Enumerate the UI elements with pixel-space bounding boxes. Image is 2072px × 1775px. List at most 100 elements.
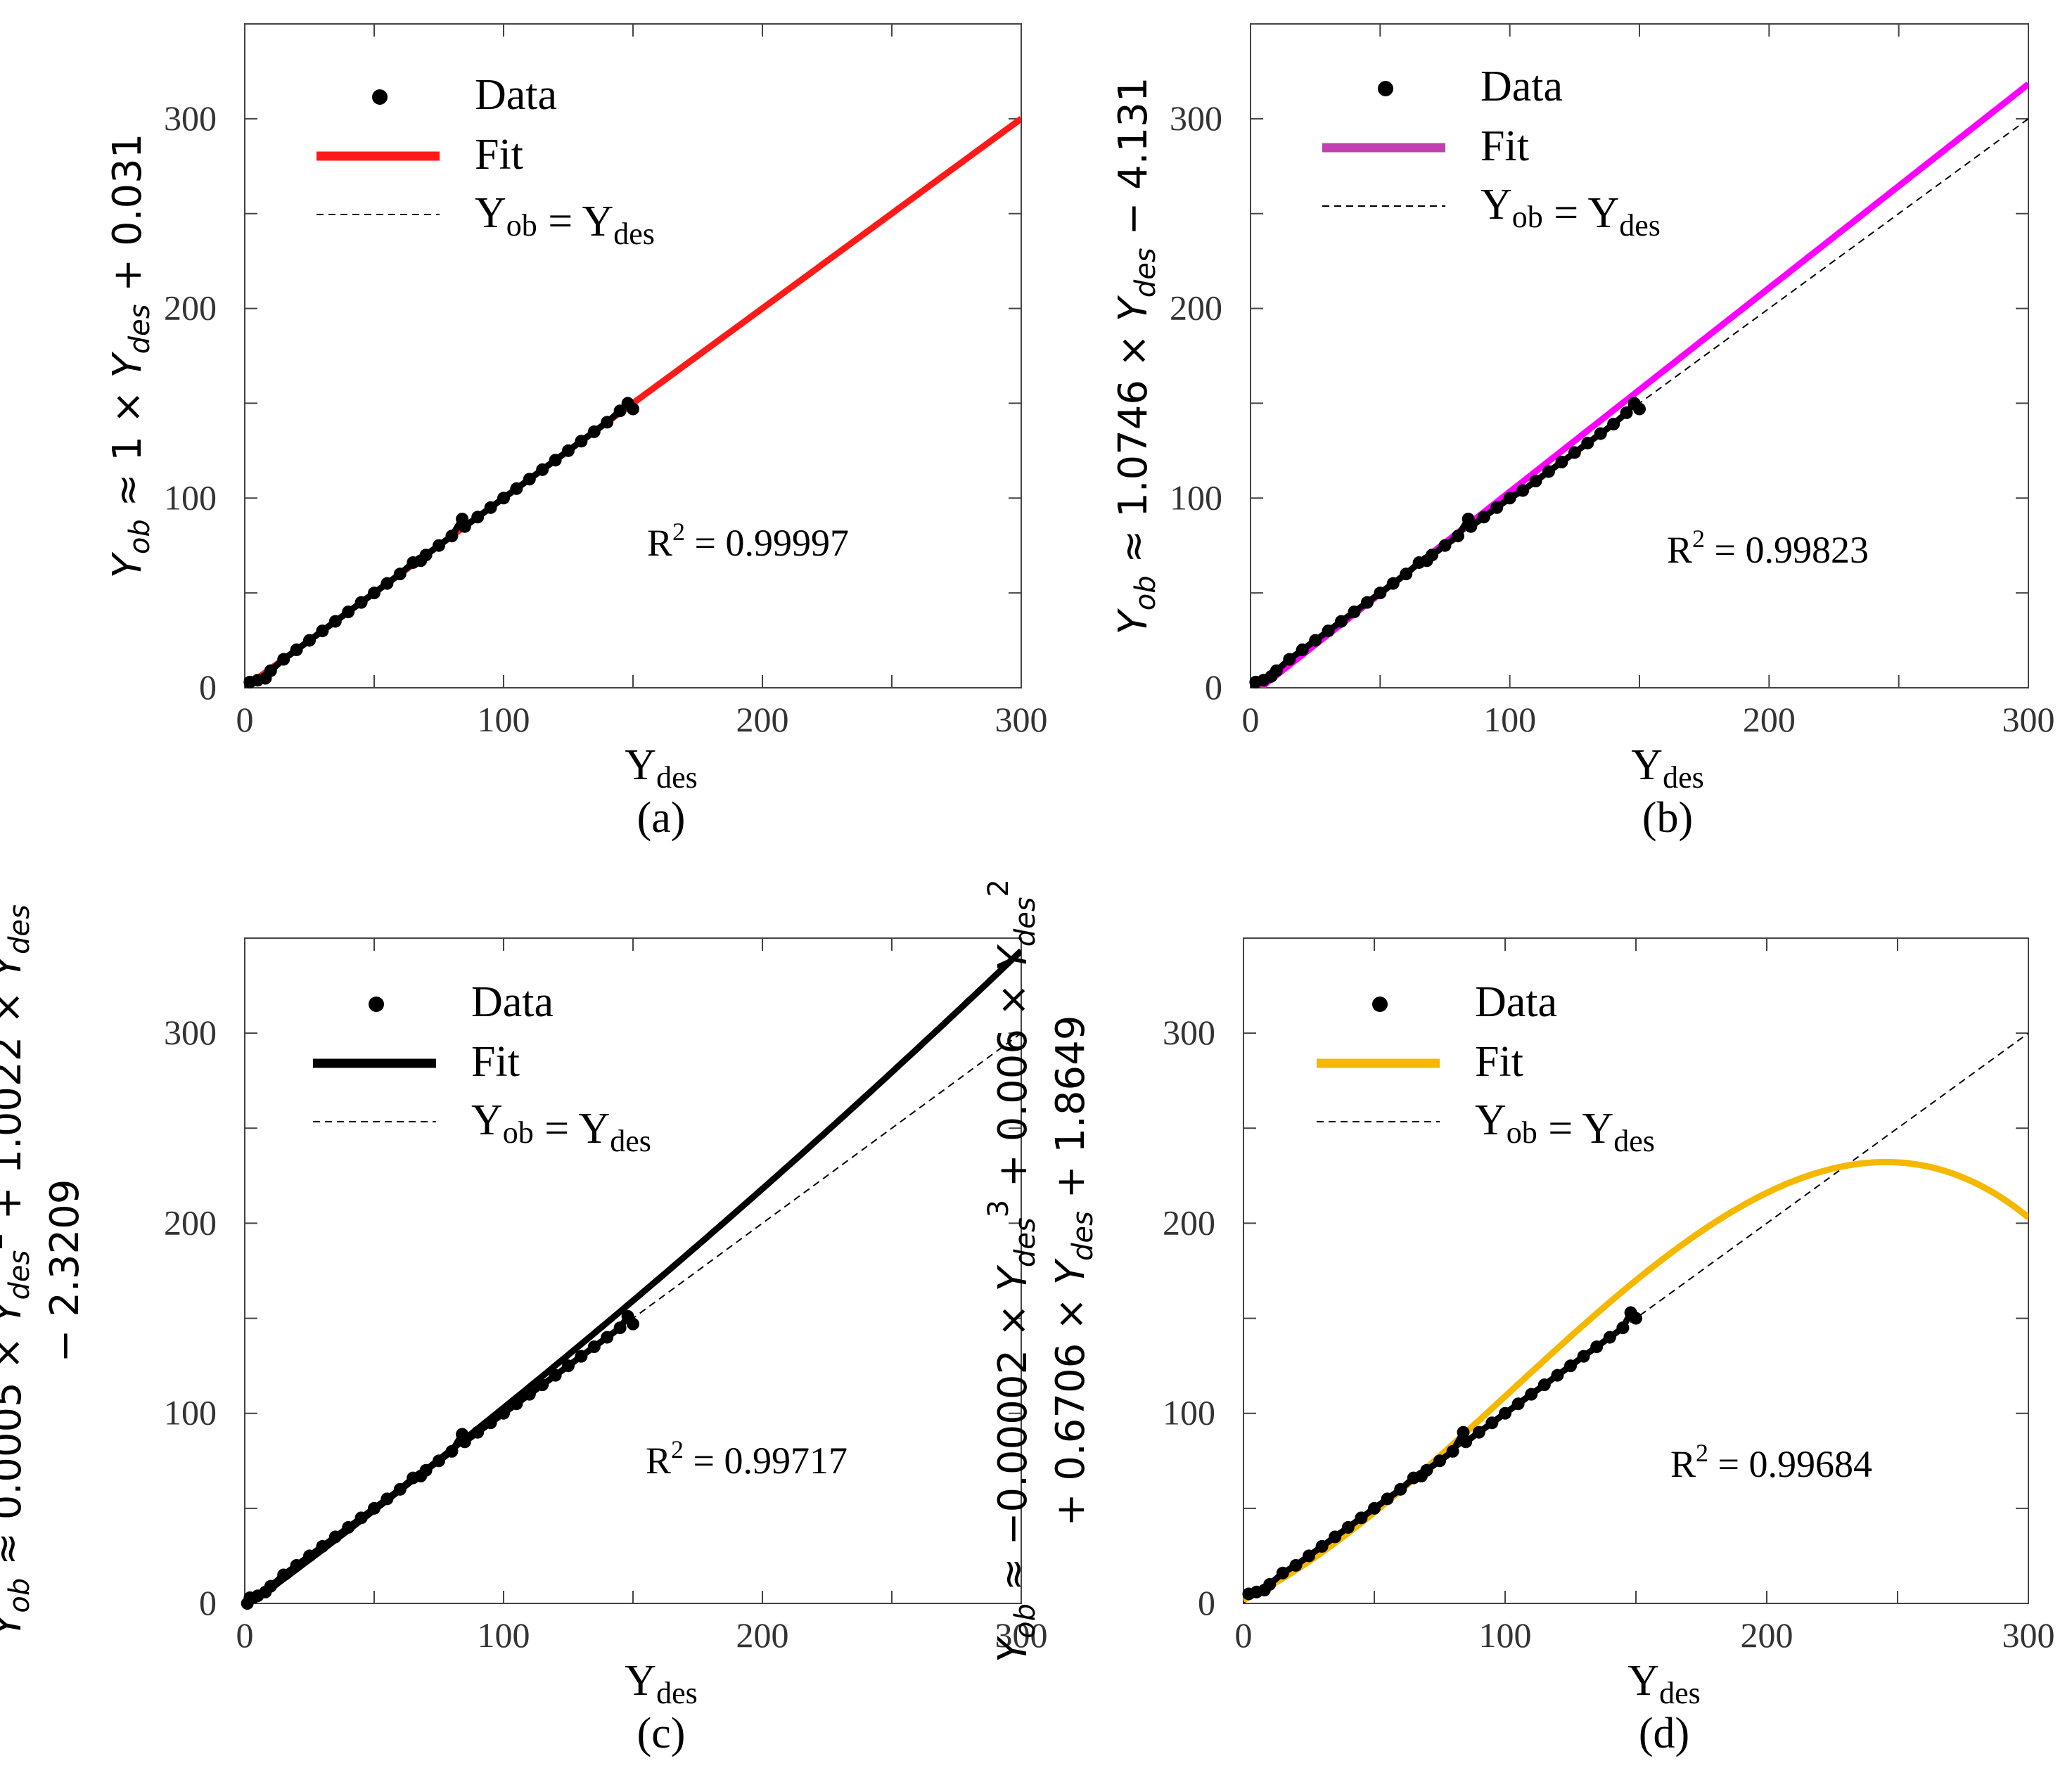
y-label-text: + 1.0022 × bbox=[0, 978, 30, 1232]
y-label-variable: Y bbox=[0, 1297, 30, 1324]
data-point bbox=[458, 520, 471, 533]
y-label-text: ≈ −0.00002 × bbox=[990, 1291, 1036, 1603]
data-point bbox=[510, 1397, 523, 1411]
y-tick-label: 300 bbox=[1163, 1013, 1215, 1052]
x-axis-label-main: Y bbox=[1627, 1657, 1659, 1705]
legend-ref-text: = Y bbox=[534, 1105, 610, 1153]
data-point bbox=[1525, 1388, 1538, 1401]
panel-label: (a) bbox=[637, 794, 686, 842]
y-label-text: + 0.006 × bbox=[990, 970, 1036, 1199]
data-point bbox=[393, 568, 407, 581]
r-squared-annotation: R2 = 0.99997 bbox=[647, 518, 849, 564]
plot-frame bbox=[244, 23, 1022, 688]
x-tick-label: 200 bbox=[736, 700, 789, 739]
y-tick-label: 100 bbox=[164, 478, 217, 517]
data-point bbox=[354, 596, 368, 609]
data-point bbox=[1472, 1425, 1485, 1439]
legend-ref-text: = Y bbox=[537, 198, 613, 245]
data-point bbox=[458, 1435, 471, 1449]
data-point bbox=[1381, 1492, 1394, 1506]
data-point bbox=[497, 1406, 510, 1420]
data-point bbox=[484, 501, 497, 514]
data-point bbox=[354, 1511, 368, 1525]
legend-ref-label: Yob = Ydes bbox=[471, 1096, 651, 1158]
y-tick-label: 100 bbox=[1170, 478, 1222, 517]
legend-data-label: Data bbox=[471, 978, 554, 1026]
data-point bbox=[1485, 1416, 1499, 1430]
data-point bbox=[1368, 1501, 1381, 1515]
data-point bbox=[1457, 1425, 1470, 1439]
r-squared-exponent: 2 bbox=[1692, 525, 1705, 553]
y-label-subscript: ob bbox=[1130, 575, 1162, 610]
r-squared-symbol: R bbox=[1670, 1443, 1696, 1485]
legend-fit-label: Fit bbox=[1475, 1038, 1523, 1086]
legend-ref-text: = Y bbox=[1537, 1105, 1613, 1153]
r-squared-symbol: R bbox=[647, 522, 672, 564]
data-point bbox=[549, 1369, 562, 1382]
legend-data-marker bbox=[372, 89, 388, 105]
y-label-text: + 0.6706 × bbox=[1048, 1285, 1094, 1526]
data-point bbox=[1537, 1378, 1551, 1392]
y-label-subscript: des bbox=[4, 1250, 36, 1300]
legend-data-label: Data bbox=[475, 71, 557, 119]
y-label-subscript: des bbox=[1009, 897, 1042, 947]
x-tick-label: 0 bbox=[1235, 1615, 1253, 1655]
legend: Data Fit Yob = Ydes bbox=[316, 71, 655, 251]
legend-data-marker bbox=[1378, 81, 1393, 96]
legend-ref-subscript: des bbox=[613, 217, 655, 251]
x-tick-label: 300 bbox=[2002, 1615, 2055, 1655]
data-point bbox=[1420, 1463, 1433, 1477]
data-point bbox=[316, 1539, 329, 1553]
data-point bbox=[1270, 664, 1283, 677]
data-point bbox=[328, 1530, 342, 1544]
x-tick-label: 300 bbox=[2002, 700, 2055, 739]
data-point bbox=[303, 634, 316, 647]
legend-ref-subscript: ob bbox=[1507, 1115, 1537, 1150]
data-point bbox=[1263, 1577, 1277, 1591]
data-point bbox=[1309, 634, 1322, 647]
r-squared-exponent: 2 bbox=[671, 1435, 684, 1463]
y-label-variable: Y bbox=[105, 352, 151, 378]
data-point bbox=[549, 454, 562, 467]
legend: Data Fit Yob = Ydes bbox=[313, 978, 651, 1158]
data-point bbox=[419, 549, 433, 562]
data-point bbox=[536, 463, 549, 476]
y-label-variable: Y bbox=[990, 944, 1036, 970]
data-point bbox=[523, 473, 536, 486]
data-point bbox=[1616, 1321, 1630, 1335]
legend-ref-text: Y bbox=[1475, 1096, 1507, 1144]
legend-ref-subscript: des bbox=[1619, 208, 1661, 243]
data-point bbox=[613, 404, 627, 418]
data-point bbox=[562, 444, 575, 457]
r-squared-annotation: R2 = 0.99823 bbox=[1667, 525, 1869, 571]
y-axis-label-line: Yob ≈ 1.0746 × Ydes − 4.131 bbox=[1111, 77, 1162, 635]
y-label-subscript: ob bbox=[1009, 1603, 1042, 1639]
data-point bbox=[471, 511, 485, 524]
y-label-variable: Y bbox=[105, 551, 151, 578]
data-point bbox=[1503, 492, 1516, 505]
r-squared-exponent: 2 bbox=[1696, 1439, 1708, 1467]
y-label-superscript: 3 bbox=[983, 1200, 1015, 1217]
data-point bbox=[1433, 1454, 1446, 1468]
data-point bbox=[1426, 549, 1439, 562]
data-point bbox=[1568, 446, 1581, 459]
data-point bbox=[445, 530, 459, 543]
data-point bbox=[1283, 653, 1296, 666]
y-label-text: + 1.8649 bbox=[1048, 1015, 1094, 1211]
y-tick-label: 100 bbox=[1163, 1393, 1215, 1433]
data-point bbox=[1400, 568, 1413, 581]
legend-ref-text: Y bbox=[1481, 181, 1512, 229]
y-label-variable: Y bbox=[0, 1610, 30, 1637]
x-axis-label-main: Y bbox=[625, 1657, 656, 1705]
x-axis-label: Ydes bbox=[1631, 741, 1703, 795]
legend-ref-text: Y bbox=[471, 1096, 503, 1144]
x-axis-label-subscript: des bbox=[1659, 1676, 1701, 1710]
y-tick-label: 0 bbox=[1205, 667, 1222, 707]
data-point bbox=[1459, 1435, 1473, 1449]
data-point bbox=[562, 1359, 575, 1373]
y-tick-label: 300 bbox=[1170, 98, 1222, 138]
data-point bbox=[1394, 1482, 1407, 1496]
